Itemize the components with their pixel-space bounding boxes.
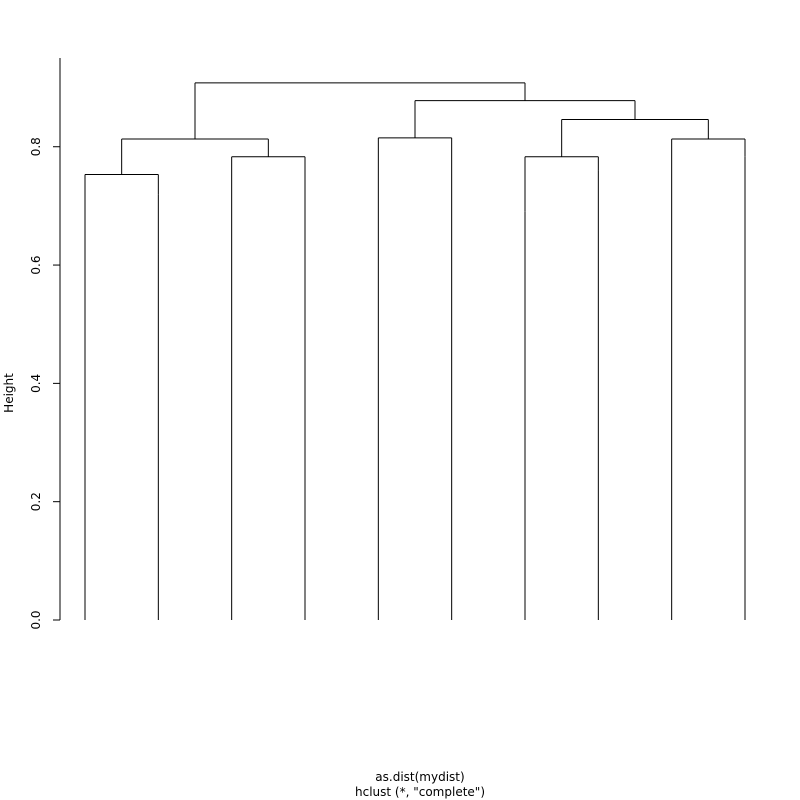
y-tick-label: 0.6	[29, 256, 43, 275]
y-axis-label: Height	[2, 373, 16, 413]
y-tick-label: 0.0	[29, 610, 43, 629]
y-tick-label: 0.4	[29, 374, 43, 393]
subtitle: hclust (*, "complete")	[355, 785, 485, 799]
y-tick-label: 0.2	[29, 492, 43, 511]
x-axis-label: as.dist(mydist)	[375, 770, 464, 784]
y-tick-label: 0.8	[29, 137, 43, 156]
